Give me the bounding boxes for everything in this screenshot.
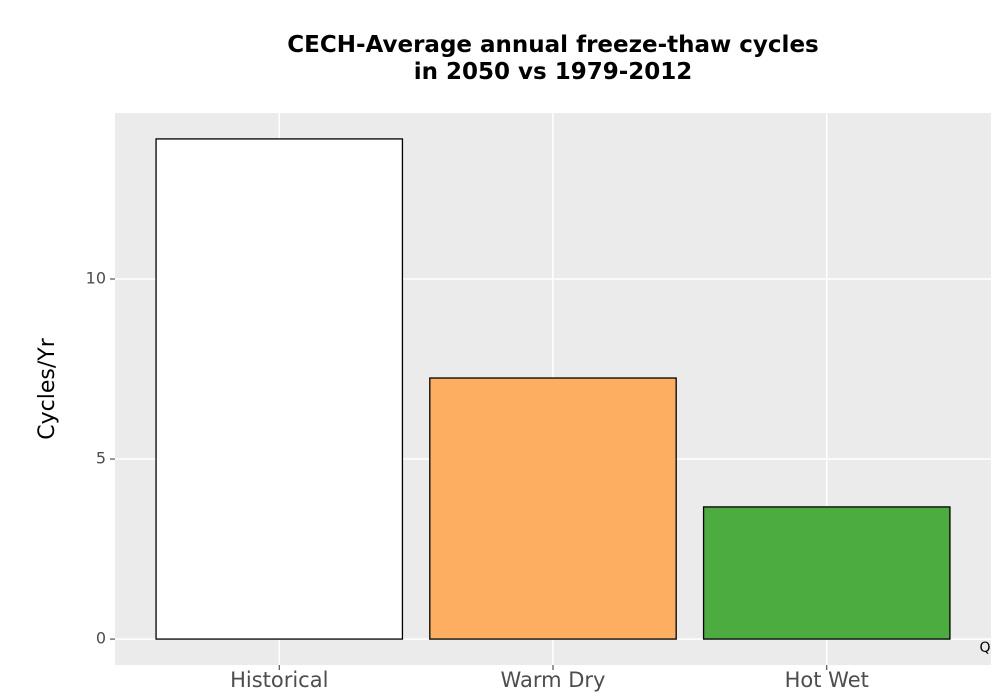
annotation: Q	[979, 640, 990, 656]
y-axis-label: Cycles/Yr	[35, 337, 60, 439]
y-tick-label: 10	[86, 268, 106, 287]
x-tick-label: Hot Wet	[785, 668, 869, 692]
y-tick-label: 0	[96, 629, 106, 648]
bar	[429, 377, 677, 640]
bar	[702, 506, 951, 640]
bar	[155, 138, 404, 640]
chart-title: CECH-Average annual freeze-thaw cycles in…	[287, 32, 818, 85]
x-tick-label: Warm Dry	[501, 668, 606, 692]
x-tick-label: Historical	[230, 668, 328, 692]
y-tick-label: 5	[96, 449, 106, 468]
